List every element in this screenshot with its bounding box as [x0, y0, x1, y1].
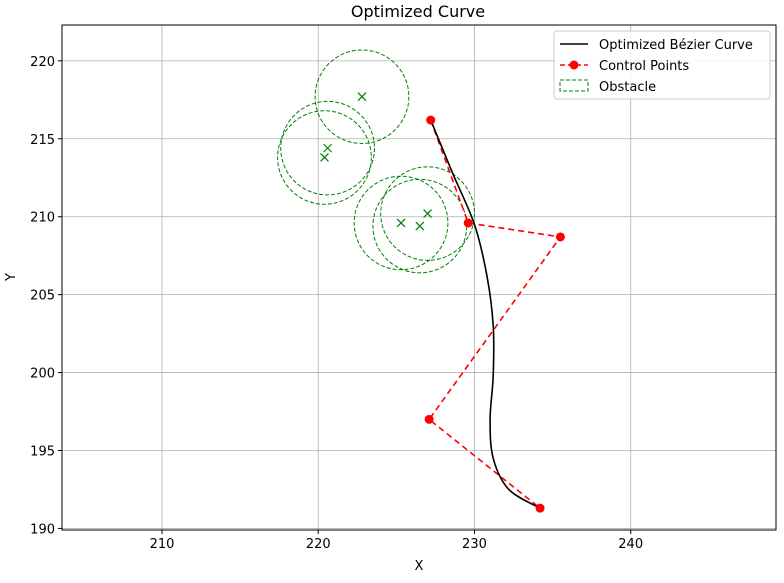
plot-area: [277, 49, 565, 513]
y-tick-label: 200: [30, 367, 55, 382]
obstacle-center-marker: [415, 221, 425, 231]
obstacle-center-stroke: [396, 218, 406, 228]
x-tick-label: 210: [150, 537, 175, 552]
obstacle-center-stroke: [323, 143, 333, 153]
obstacle-circle: [353, 175, 449, 271]
y-tick-label: 195: [30, 445, 55, 460]
chart-title: Optimized Curve: [351, 2, 485, 21]
control-point-marker: [555, 232, 565, 242]
obstacle-center-marker: [396, 218, 406, 228]
x-tick-label: 240: [618, 537, 643, 552]
legend-control-marker: [569, 60, 579, 70]
axes-frame: [61, 24, 777, 531]
grid: [62, 25, 776, 530]
legend-obstacle-label: Obstacle: [599, 80, 656, 95]
legend-curve-label: Optimized Bézier Curve: [599, 38, 753, 53]
x-tick-label: 220: [306, 537, 331, 552]
y-tick-label: 210: [30, 211, 55, 226]
obstacle-center-stroke: [320, 153, 329, 162]
obstacle-center-stroke: [357, 92, 367, 102]
y-tick-label: 190: [30, 522, 55, 537]
obstacle-circle: [280, 100, 375, 196]
control-point-marker: [535, 503, 545, 513]
legend-control-label: Control Points: [599, 59, 689, 74]
obstacle-circle: [314, 49, 410, 144]
ticks: 210 220 230 240 190 195 200 205 210 215 220: [30, 55, 643, 552]
obstacle-circle: [380, 166, 475, 261]
obstacle-center-marker: [357, 92, 367, 102]
control-point-marker: [463, 218, 473, 228]
legend: Optimized Bézier Curve Control Points Ob…: [553, 30, 771, 100]
obstacle-center-marker: [323, 143, 333, 153]
legend-obstacle-swatch: [559, 79, 589, 92]
y-axis-label: Y: [4, 273, 19, 282]
control-point-marker: [426, 115, 436, 125]
control-polygon-line: [428, 119, 562, 509]
obstacle-center-stroke: [423, 209, 433, 219]
y-tick-label: 205: [30, 289, 55, 304]
x-tick-label: 230: [462, 537, 487, 552]
bezier-curve-line: [429, 119, 541, 509]
y-tick-label: 220: [30, 55, 55, 70]
y-tick-label: 215: [30, 133, 55, 148]
control-point-marker: [424, 414, 434, 424]
legend-box: [553, 30, 771, 100]
x-axis-label: X: [415, 559, 424, 574]
obstacle-center-marker: [320, 153, 329, 162]
obstacle-circle: [277, 110, 372, 205]
obstacle-center-marker: [423, 209, 433, 219]
obstacle-center-stroke: [415, 221, 425, 231]
